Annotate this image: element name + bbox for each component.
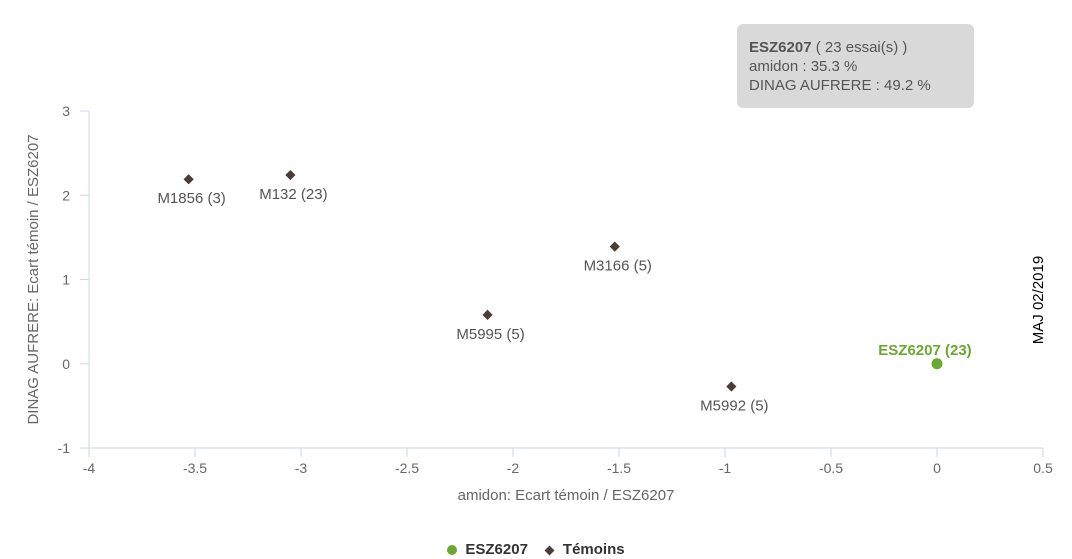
legend-circle-icon [447,545,458,556]
legend-diamond-icon [544,545,555,555]
point-label: M1856 (3) [157,190,225,207]
point-labels: ESZ6207 (23) M1856 (3) M132 (23) M3166 (5) M… [157,186,971,414]
y-tick-label: 1 [62,272,70,288]
legend-label: Témoins [562,541,625,558]
update-date-note: MAJ 02/2019 [1030,255,1047,345]
tooltip-trials: ( 23 essai(s) ) [815,39,908,56]
y-axis-title: DINAG AUFRERE: Ecart témoin / ESZ6207 [25,134,42,424]
point-label: M132 (23) [259,186,327,203]
x-axis-title: amidon: Ecart témoin / ESZ6207 [458,487,675,504]
data-point-circle [931,358,943,370]
data-points [183,169,943,392]
legend-item[interactable]: Témoins [544,541,625,558]
y-tick-label: 2 [62,187,70,203]
point-label: M3166 (5) [584,258,652,275]
tooltip-series-name: ESZ6207 [749,39,812,56]
legend-label: ESZ6207 [465,541,528,558]
x-tick-label: 0.5 [1033,460,1053,476]
y-tick-label: 3 [62,103,70,119]
point-label: M5992 (5) [700,397,768,414]
data-point-diamond [609,241,620,252]
x-tick-label: -1 [719,460,732,476]
data-point-diamond [726,381,737,392]
tooltip-line-amidon: amidon : 35.3 % [749,58,858,75]
x-tick-label: -3.5 [183,460,207,476]
x-tick-label: -2 [507,460,520,476]
data-point-diamond [482,309,493,320]
point-label: M5995 (5) [456,326,524,343]
legend-item[interactable]: ESZ6207 [447,541,528,558]
y-tick-label: -1 [58,440,71,456]
x-tick-label: -3 [295,460,308,476]
axes: -4 -3.5 -3 -2.5 -2 -1.5 -1 -0.5 0 0.5 -1 0 1 2 3 amidon… [25,103,1053,504]
x-tick-label: -2.5 [395,460,419,476]
legend: ESZ6207 Témoins [0,541,1072,558]
x-tick-label: -0.5 [819,460,843,476]
x-tick-label: -4 [83,460,96,476]
x-tick-label: 0 [933,460,941,476]
data-point-diamond [285,169,296,181]
y-tick-label: 0 [62,356,70,372]
data-point-diamond [183,174,194,185]
point-label: ESZ6207 (23) [878,342,971,359]
x-tick-label: -1.5 [607,460,631,476]
tooltip: ESZ6207 ( 23 essai(s) ) amidon : 35.3 % … [737,24,974,108]
tooltip-line-dinag: DINAG AUFRERE : 49.2 % [749,77,931,94]
